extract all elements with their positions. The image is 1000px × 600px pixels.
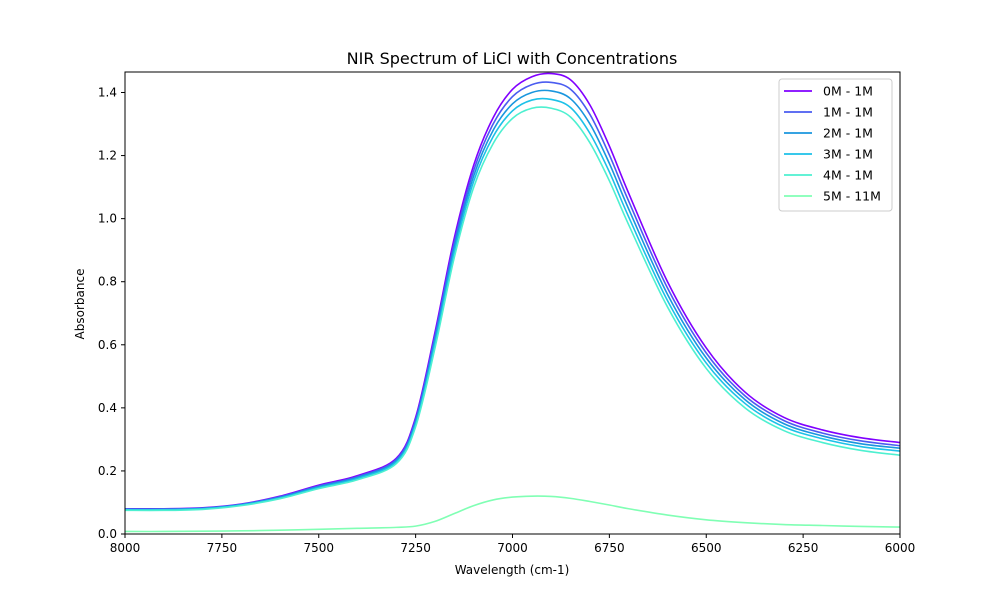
axes: 8000 7750 7500 7250 7000 6750 6500 6250 6000 0.0 0… (98, 71, 916, 555)
legend-label: 4M - 1M (823, 168, 873, 183)
y-tick-label: 0.8 (98, 275, 117, 289)
x-tick-label: 6000 (885, 541, 916, 555)
x-tick-label: 6500 (691, 541, 722, 555)
series-line-5 (125, 106, 900, 512)
legend-label: 3M - 1M (823, 147, 873, 162)
y-tick-label: 0.0 (98, 527, 117, 541)
y-tick-label: 0.4 (98, 401, 117, 415)
x-tick-label: 6250 (788, 541, 819, 555)
chart-title: NIR Spectrum of LiCl with Concentrations (347, 49, 678, 68)
x-tick-label: 8000 (110, 541, 141, 555)
y-tick-label: 1.0 (98, 212, 117, 226)
x-tick-label: 7500 (303, 541, 334, 555)
legend-label: 5M - 11M (823, 189, 881, 204)
x-tick-label: 7000 (497, 541, 528, 555)
y-tick-label: 1.4 (98, 85, 117, 99)
series-line-6 (125, 495, 900, 533)
plot-area (125, 72, 900, 533)
legend-label: 1M - 1M (823, 105, 873, 120)
legend: 0M - 1M 1M - 1M 2M - 1M 3M - 1M 4M - 1M 5M - … (778, 78, 893, 212)
y-tick-label: 1.2 (98, 149, 117, 163)
x-tick-label: 7250 (400, 541, 431, 555)
legend-label: 0M - 1M (823, 84, 873, 99)
x-axis-title: Wavelength (cm-1) (455, 563, 570, 577)
y-tick-label: 0.2 (98, 464, 117, 478)
y-tick-label: 0.6 (98, 338, 117, 352)
x-tick-label: 7750 (207, 541, 238, 555)
x-tick-label: 6750 (594, 541, 625, 555)
y-axis-title: Absorbance (73, 269, 87, 340)
legend-label: 2M - 1M (823, 126, 873, 141)
